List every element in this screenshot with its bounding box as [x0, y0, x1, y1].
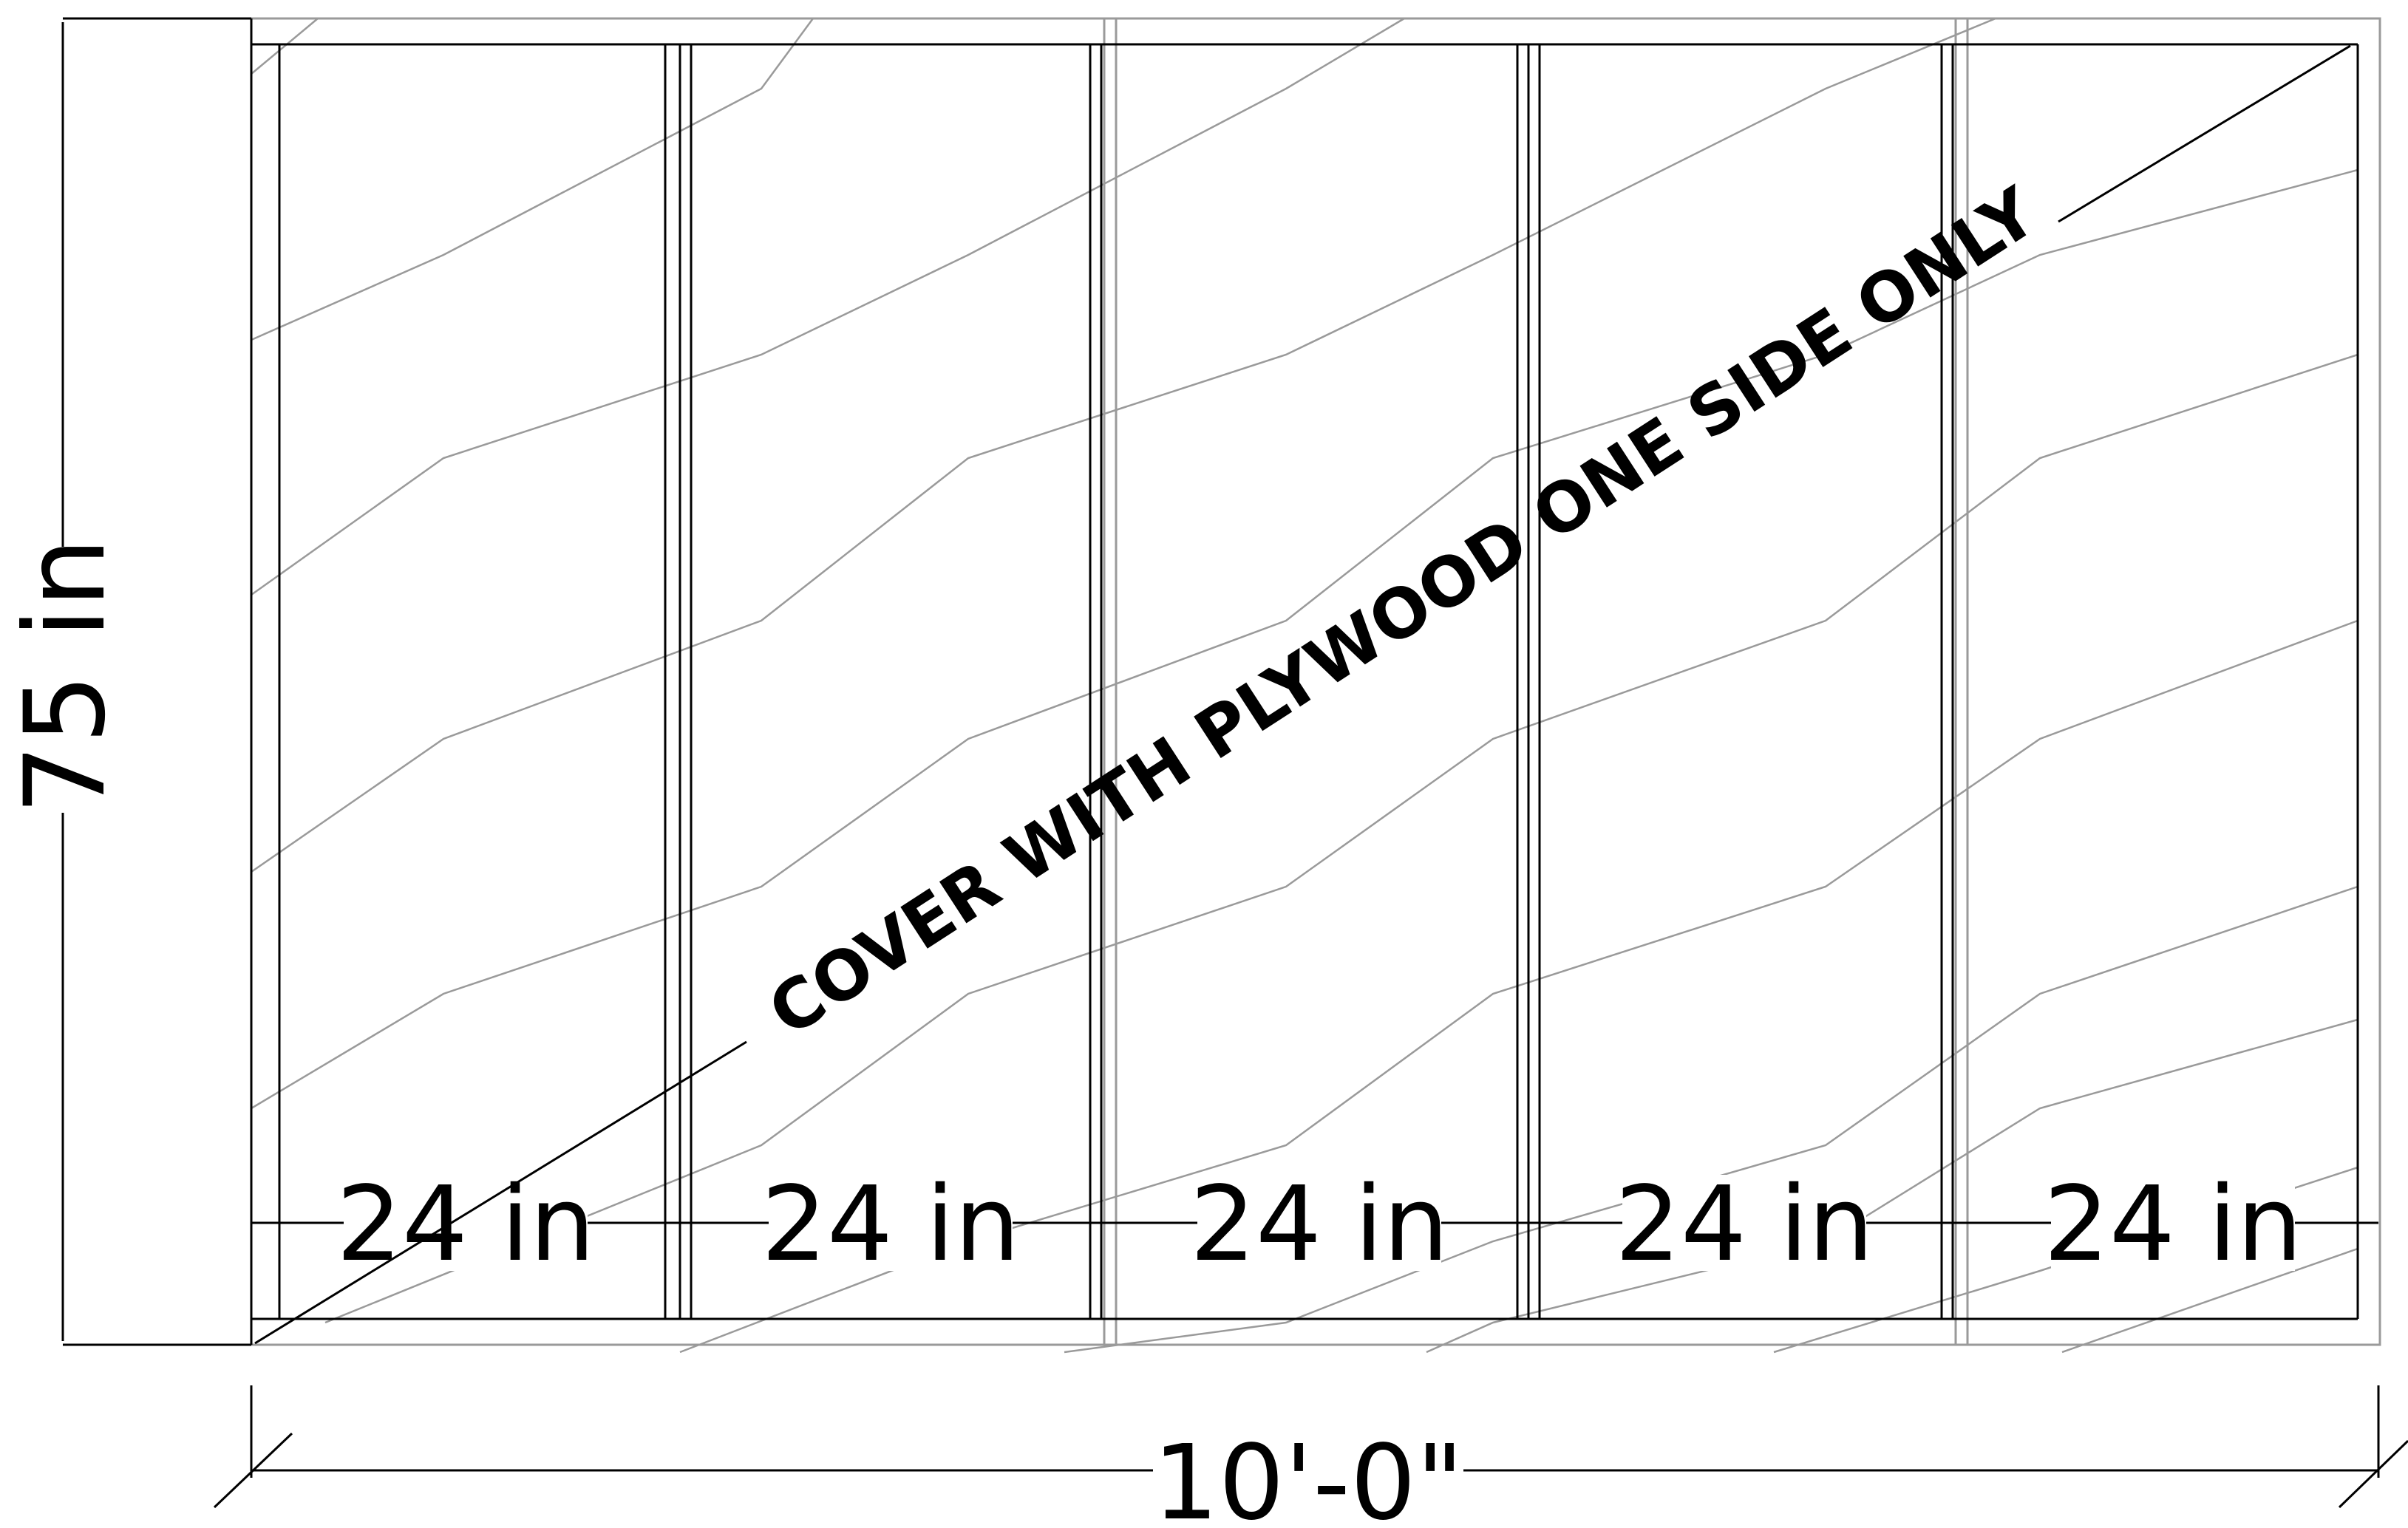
stud-4: [1940, 44, 1954, 1319]
stud-spacing-label-2: 24 in: [761, 1164, 1020, 1285]
stud-2: [1089, 44, 1103, 1319]
wall-framing: [251, 43, 2359, 1320]
plywood-note: COVER WITH PLYWOOD ONE SIDE ONLY: [755, 172, 2052, 1052]
width-dimension-label: 10'-0": [1153, 1423, 1464, 1528]
stud-spacing-label-4: 24 in: [1615, 1164, 1874, 1285]
stud-spacing-label-3: 24 in: [1190, 1164, 1449, 1285]
stud-3: [1516, 44, 1541, 1319]
stud-spacing-labels: 24 in 24 in 24 in 24 in 24 in: [336, 1164, 2302, 1285]
stud-spacing-label-1: 24 in: [336, 1164, 595, 1285]
stud-spacing-label-5: 24 in: [2044, 1164, 2302, 1285]
stud-1: [664, 44, 693, 1319]
note-leader: [254, 44, 2351, 1345]
height-dimension-label: 75 in: [1, 537, 130, 814]
